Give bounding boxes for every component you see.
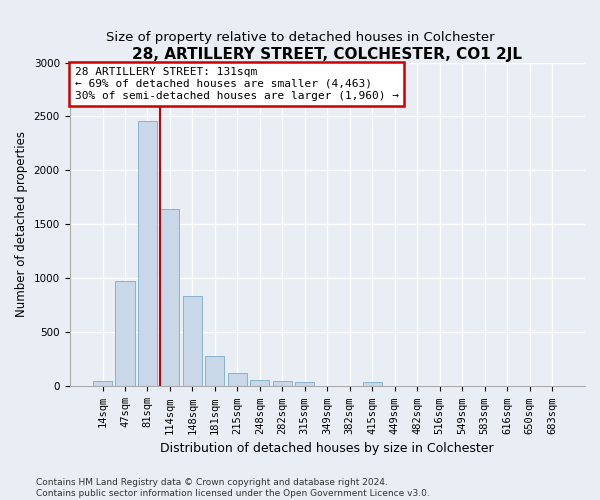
Text: 28 ARTILLERY STREET: 131sqm
← 69% of detached houses are smaller (4,463)
30% of : 28 ARTILLERY STREET: 131sqm ← 69% of det… <box>74 68 398 100</box>
Title: 28, ARTILLERY STREET, COLCHESTER, CO1 2JL: 28, ARTILLERY STREET, COLCHESTER, CO1 2J… <box>132 48 522 62</box>
Bar <box>205 356 224 386</box>
Bar <box>93 381 112 386</box>
Y-axis label: Number of detached properties: Number of detached properties <box>15 132 28 318</box>
Bar <box>183 296 202 386</box>
Bar <box>228 374 247 386</box>
Bar <box>273 381 292 386</box>
Bar <box>295 382 314 386</box>
Bar <box>362 382 382 386</box>
Bar <box>138 121 157 386</box>
Bar <box>160 210 179 386</box>
Bar <box>250 380 269 386</box>
X-axis label: Distribution of detached houses by size in Colchester: Distribution of detached houses by size … <box>160 442 494 455</box>
Bar <box>115 280 134 386</box>
Text: Size of property relative to detached houses in Colchester: Size of property relative to detached ho… <box>106 31 494 44</box>
Text: Contains HM Land Registry data © Crown copyright and database right 2024.
Contai: Contains HM Land Registry data © Crown c… <box>36 478 430 498</box>
